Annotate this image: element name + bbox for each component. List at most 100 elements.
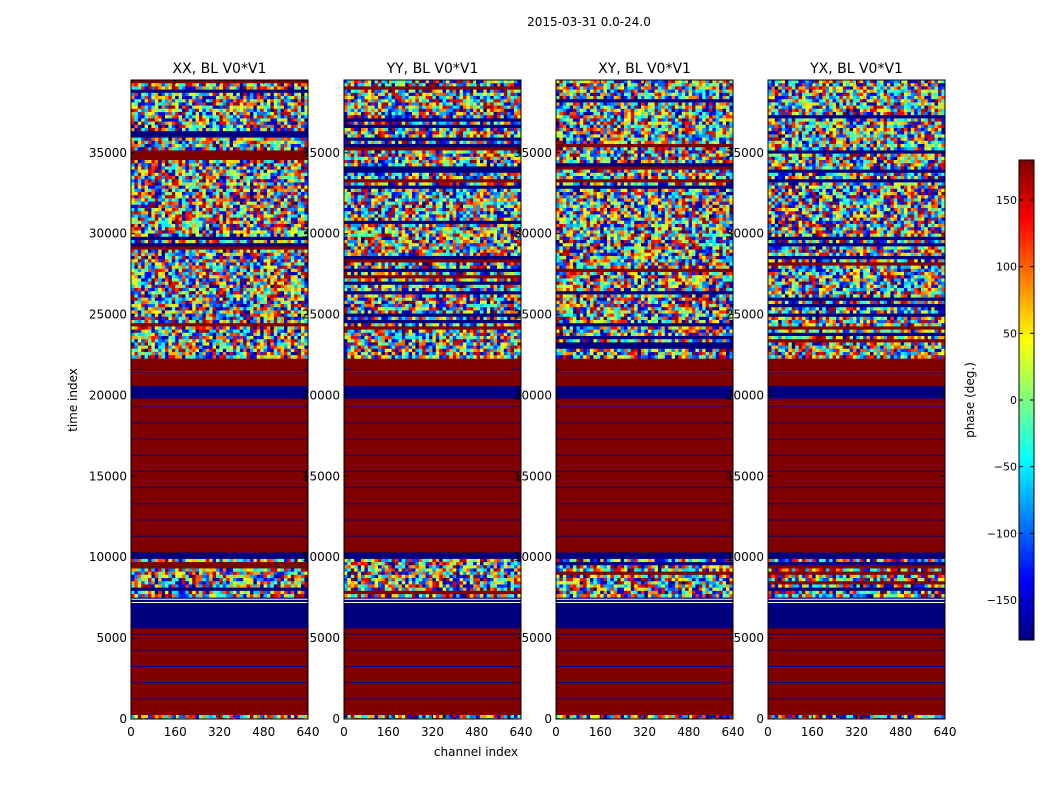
heatmap-cell bbox=[148, 188, 152, 193]
heatmap-cell bbox=[267, 268, 271, 273]
heatmap-cell bbox=[185, 240, 190, 244]
heatmap-cell bbox=[294, 121, 298, 126]
heatmap-cell bbox=[273, 240, 278, 244]
heatmap-cell bbox=[246, 96, 251, 100]
heatmap-cell bbox=[253, 217, 258, 222]
heatmap-cell bbox=[270, 268, 275, 273]
heatmap-cell bbox=[236, 140, 241, 145]
heatmap-cell bbox=[212, 300, 217, 305]
heatmap-cell bbox=[199, 288, 203, 292]
heatmap-cell bbox=[171, 256, 176, 260]
heatmap-cell bbox=[216, 265, 220, 270]
heatmap-cell bbox=[202, 300, 207, 305]
heatmap-cell bbox=[195, 278, 200, 282]
heatmap-cell bbox=[280, 300, 285, 305]
heatmap-cell bbox=[165, 147, 169, 151]
heatmap-cell bbox=[246, 176, 251, 180]
heatmap-cell bbox=[205, 176, 210, 180]
heatmap-cell bbox=[137, 179, 142, 183]
heatmap-cell bbox=[243, 220, 247, 225]
heatmap-cell bbox=[226, 220, 230, 225]
heatmap-cell bbox=[277, 332, 281, 337]
panel-0: XX, BL V0*V10 160 320 480 640050001000015000… bbox=[89, 61, 320, 739]
heatmap-cell bbox=[182, 201, 186, 206]
heatmap-cell bbox=[212, 112, 217, 116]
heatmap-cell bbox=[137, 144, 142, 148]
heatmap-cell bbox=[246, 714, 251, 719]
y-tick-label: 25000 bbox=[89, 308, 127, 322]
heatmap-cell bbox=[301, 233, 305, 238]
heatmap-cell bbox=[212, 329, 217, 334]
heatmap-cell bbox=[233, 169, 237, 174]
heatmap-cell bbox=[182, 163, 186, 167]
heatmap-cell bbox=[131, 179, 135, 183]
heatmap-cell bbox=[219, 208, 224, 212]
heatmap-cell bbox=[263, 227, 268, 231]
heatmap-cell bbox=[134, 115, 139, 119]
heatmap-cell bbox=[168, 265, 173, 270]
heatmap-cell bbox=[229, 571, 234, 576]
heatmap-cell bbox=[243, 128, 247, 132]
heatmap-cell bbox=[277, 320, 281, 324]
heatmap-cell bbox=[229, 83, 234, 87]
heatmap-cell bbox=[212, 147, 217, 151]
heatmap-cell bbox=[192, 230, 196, 234]
heatmap-cell bbox=[246, 220, 251, 225]
heatmap-cell bbox=[239, 99, 244, 103]
heatmap-cell bbox=[161, 326, 166, 330]
heatmap-cell bbox=[205, 284, 210, 289]
heatmap-cell bbox=[168, 96, 173, 100]
heatmap-cell bbox=[304, 144, 308, 148]
heatmap-cell bbox=[178, 201, 183, 206]
heatmap-cell bbox=[216, 227, 220, 231]
heatmap-cell bbox=[175, 204, 179, 209]
heatmap-cell bbox=[273, 92, 278, 97]
heatmap-cell bbox=[260, 176, 264, 180]
heatmap-cell bbox=[233, 115, 237, 119]
heatmap-cell bbox=[250, 590, 254, 595]
heatmap-cell bbox=[277, 329, 281, 334]
heatmap-cell bbox=[161, 172, 166, 177]
heatmap-cell bbox=[301, 249, 305, 254]
heatmap-cell bbox=[171, 310, 176, 314]
heatmap-cell bbox=[263, 147, 268, 151]
heatmap-cell bbox=[297, 348, 302, 353]
heatmap-cell bbox=[267, 224, 271, 228]
heatmap-cell bbox=[236, 571, 241, 576]
heatmap-cell bbox=[222, 291, 227, 295]
heatmap-cell bbox=[216, 188, 220, 193]
heatmap-cell bbox=[270, 574, 275, 579]
heatmap-cell bbox=[233, 204, 237, 209]
heatmap-cell bbox=[222, 316, 227, 321]
heatmap-cell bbox=[236, 265, 241, 270]
heatmap-cell bbox=[233, 211, 237, 215]
heatmap-cell bbox=[219, 115, 224, 119]
heatmap-cell bbox=[412, 558, 416, 563]
heatmap-cell bbox=[284, 284, 288, 289]
heatmap-cell bbox=[284, 121, 288, 126]
heatmap-cell bbox=[267, 316, 271, 321]
heatmap-cell bbox=[273, 112, 278, 116]
heatmap-cell bbox=[277, 233, 281, 238]
heatmap-cell bbox=[212, 217, 217, 222]
heatmap-cell bbox=[263, 124, 268, 129]
heatmap-cell bbox=[168, 339, 173, 343]
heatmap-cell bbox=[301, 176, 305, 180]
heatmap-cell bbox=[270, 214, 275, 218]
heatmap-cell bbox=[212, 96, 217, 100]
heatmap-cell bbox=[175, 249, 179, 254]
heatmap-cell bbox=[175, 332, 179, 337]
heatmap-cell bbox=[267, 259, 271, 263]
heatmap-cell bbox=[466, 562, 471, 566]
heatmap-cell bbox=[229, 265, 234, 270]
heatmap-cell bbox=[301, 252, 305, 257]
heatmap-cell bbox=[158, 144, 162, 148]
heatmap-cell bbox=[195, 137, 200, 142]
heatmap-cell bbox=[199, 256, 203, 260]
heatmap-cell bbox=[233, 121, 237, 126]
heatmap-cell bbox=[216, 584, 220, 588]
heatmap-cell bbox=[263, 220, 268, 225]
heatmap-cell bbox=[199, 201, 203, 206]
y-tick-label: 15000 bbox=[89, 469, 127, 483]
heatmap-cell bbox=[284, 86, 288, 90]
